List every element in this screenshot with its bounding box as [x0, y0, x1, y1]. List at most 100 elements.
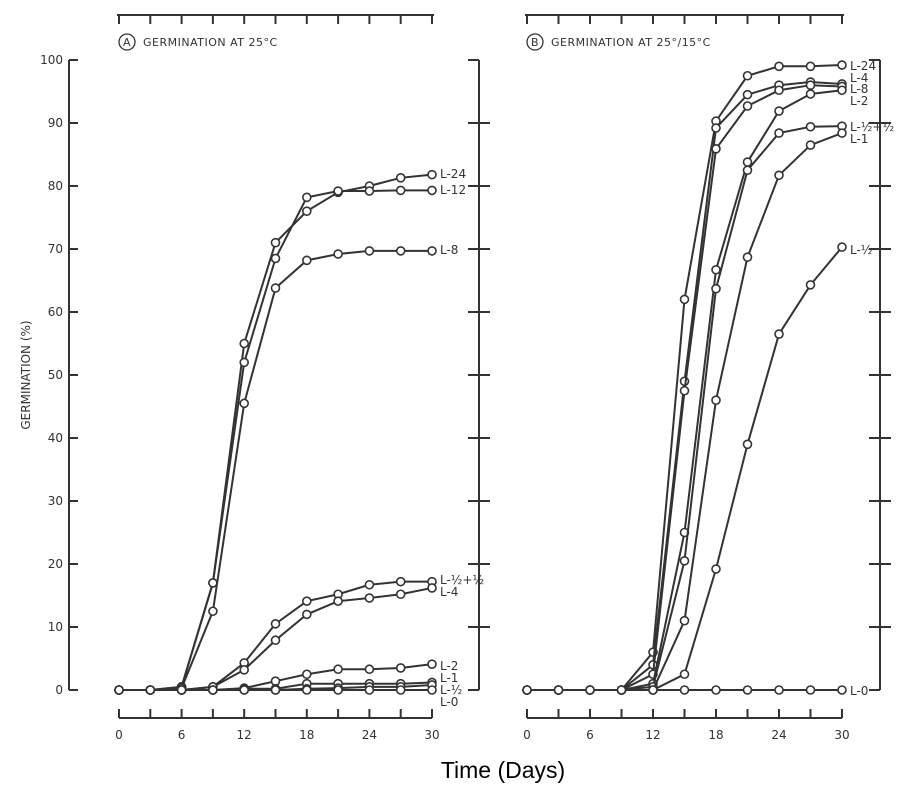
- data-point-L-0: [176, 685, 187, 695]
- data-point-L-½+½: [679, 556, 690, 566]
- data-point-L-12: [239, 357, 249, 368]
- x-tick-label: 0: [115, 728, 123, 742]
- data-point-L-4: [239, 665, 249, 675]
- data-point-L-0: [522, 685, 532, 695]
- data-point-L-12: [333, 186, 343, 196]
- panel-a-letter-circle: [118, 33, 136, 51]
- y-tick-label: 40: [48, 431, 63, 445]
- x-tick-label: 30: [424, 728, 439, 742]
- data-point-L-4: [427, 583, 437, 593]
- y-tick-label: 90: [48, 116, 63, 130]
- data-point-L-½+½: [742, 165, 753, 176]
- panel-a-letter: A: [123, 36, 131, 49]
- data-point-L-8: [208, 606, 218, 617]
- data-point-L-24: [742, 70, 753, 81]
- data-point-L-8: [364, 246, 375, 256]
- data-point-L-12: [364, 186, 375, 196]
- series-label: L-4: [850, 71, 868, 85]
- series-label: L-0: [850, 684, 868, 698]
- data-point-L-4: [395, 589, 406, 600]
- series-label: L-½: [850, 243, 872, 257]
- data-point-L-½+½: [395, 576, 406, 587]
- x-tick-label: 18: [299, 728, 314, 742]
- panel-b-letter: B: [531, 36, 539, 49]
- panel-b-title: GERMINATION AT 25°/15°C: [551, 36, 711, 49]
- data-point-L-24: [395, 173, 406, 183]
- data-point-L-½: [805, 280, 816, 290]
- data-point-L-8: [805, 80, 816, 90]
- data-point-L-12: [208, 578, 218, 588]
- data-point-L-0: [616, 685, 627, 695]
- data-point-L-2: [333, 664, 343, 675]
- data-point-L-0: [364, 685, 375, 695]
- data-point-L-8: [774, 85, 784, 96]
- x-tick-label: 18: [708, 728, 723, 742]
- data-point-L-0: [301, 685, 312, 695]
- series-label: L-0: [440, 695, 458, 709]
- x-tick-label: 12: [237, 728, 252, 742]
- data-point-L-2: [395, 663, 406, 673]
- x-tick-label: 24: [771, 728, 786, 742]
- data-point-L-0: [585, 685, 595, 695]
- x-tick-label: 12: [645, 728, 660, 742]
- data-point-L-0: [679, 685, 690, 695]
- x-tick-label: 24: [362, 728, 377, 742]
- data-point-L-½: [679, 669, 690, 680]
- data-point-L-8: [742, 101, 753, 111]
- data-point-L-24: [837, 60, 847, 70]
- data-point-L-4: [364, 593, 375, 603]
- x-axis-label: Time (Days): [441, 757, 565, 783]
- data-point-L-½+½: [301, 596, 312, 606]
- data-point-L-0: [239, 685, 249, 695]
- series-label: L-½+½: [440, 573, 484, 587]
- y-tick-label: 80: [48, 179, 63, 193]
- series-label: L-½: [440, 683, 462, 697]
- data-point-L-2: [837, 85, 847, 96]
- series-label: L-8: [440, 243, 458, 257]
- y-tick-label: 100: [40, 53, 63, 67]
- data-point-L-4: [333, 596, 343, 606]
- data-point-L-12: [427, 185, 437, 196]
- data-point-L-½+½: [711, 283, 721, 294]
- data-point-L-0: [145, 685, 156, 695]
- data-point-L-24: [270, 237, 281, 248]
- data-point-L-24: [239, 338, 249, 349]
- data-point-L-½+½: [774, 128, 784, 138]
- data-point-L-12: [395, 185, 406, 196]
- data-point-L-2: [742, 157, 753, 167]
- panel-b-letter-circle: [526, 33, 544, 51]
- data-point-L-½: [742, 439, 753, 450]
- data-point-L-0: [114, 685, 124, 695]
- data-point-L-24: [805, 61, 816, 72]
- data-point-L-0: [837, 685, 847, 695]
- series-label: L-4: [440, 585, 458, 599]
- data-point-L-½+½: [364, 579, 375, 590]
- data-point-L-4: [270, 635, 281, 646]
- data-point-L-2: [805, 89, 816, 99]
- y-tick-label: 30: [48, 494, 63, 508]
- data-point-L-8: [679, 385, 690, 396]
- data-point-L-8: [239, 398, 249, 409]
- data-point-L-0: [395, 685, 406, 695]
- data-point-L-2: [301, 669, 312, 680]
- data-point-L-0: [333, 685, 343, 695]
- data-point-L-½+½: [270, 619, 281, 629]
- data-point-L-½: [837, 242, 847, 252]
- data-point-L-12: [270, 253, 281, 264]
- data-point-L-0: [208, 685, 218, 695]
- panel-a-title: GERMINATION AT 25°C: [143, 36, 278, 49]
- data-point-L-0: [553, 685, 564, 695]
- data-point-L-2: [427, 659, 437, 669]
- data-point-L-0: [711, 685, 721, 695]
- y-tick-label: 60: [48, 305, 63, 319]
- series-line-L-12: [119, 189, 432, 691]
- series-label: L-24: [850, 59, 876, 73]
- y-tick-label: 10: [48, 620, 63, 634]
- series-label: L-1: [850, 132, 868, 146]
- data-point-L-4: [742, 89, 753, 100]
- y-axis-label: GERMINATION (%): [19, 320, 33, 429]
- data-point-L-2: [774, 106, 784, 116]
- y-tick-label: 70: [48, 242, 63, 256]
